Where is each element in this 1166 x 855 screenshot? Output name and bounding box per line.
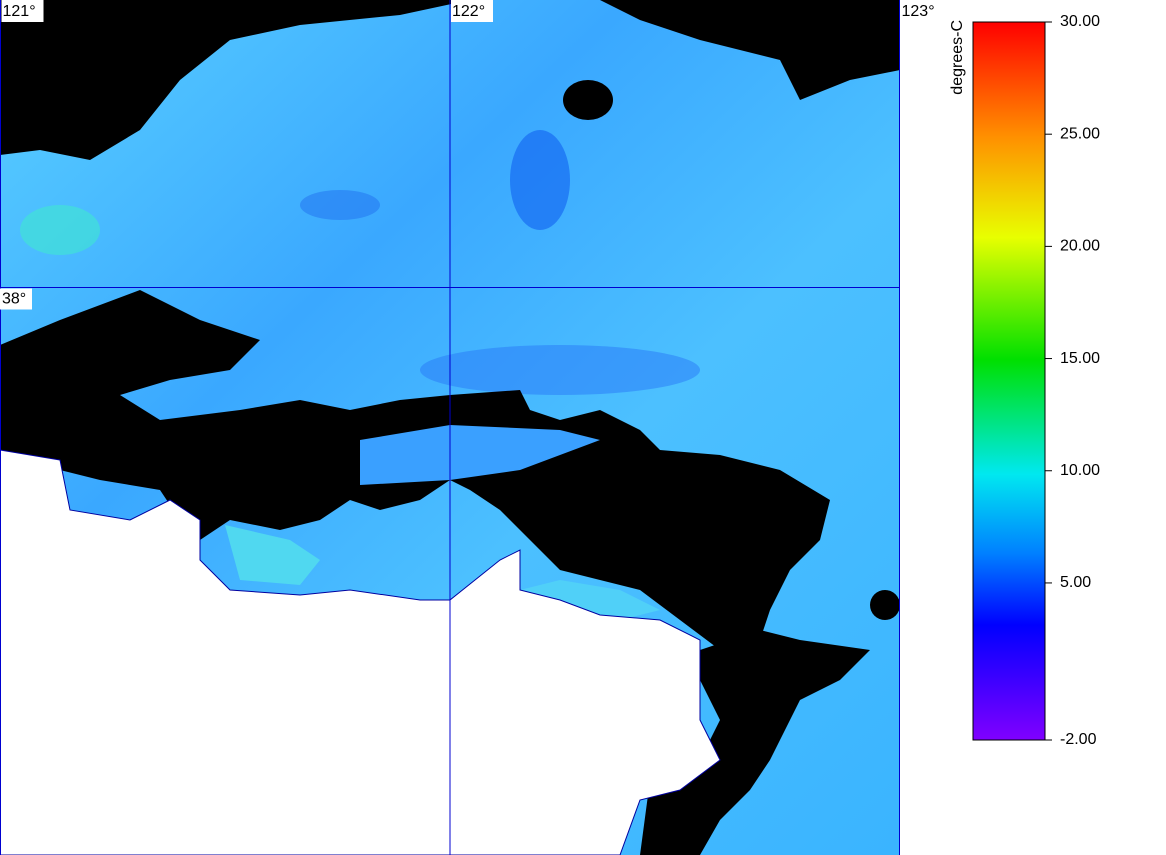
colorbar-tick-label: 15.00 — [1060, 350, 1100, 367]
label-bg — [1, 0, 44, 22]
label-bg — [0, 288, 32, 310]
lon-label: 122° — [452, 3, 485, 20]
label-bg — [451, 0, 493, 22]
lat-label: 38° — [2, 291, 26, 308]
colorbar-tick-label: 25.00 — [1060, 125, 1100, 142]
colorbar — [972, 21, 1046, 741]
lon-label: 121° — [3, 3, 36, 20]
colorbar-tick-label: 10.00 — [1060, 462, 1100, 479]
colorbar-title: degrees-C — [949, 20, 966, 95]
colorbar-tick-label: -2.00 — [1060, 731, 1097, 748]
label-bg — [900, 0, 943, 22]
lon-label: 123° — [902, 3, 935, 20]
colorbar-tick-label: 30.00 — [1060, 13, 1100, 30]
colorbar-tick-label: 20.00 — [1060, 238, 1100, 255]
colorbar-tick-label: 5.00 — [1060, 574, 1091, 591]
